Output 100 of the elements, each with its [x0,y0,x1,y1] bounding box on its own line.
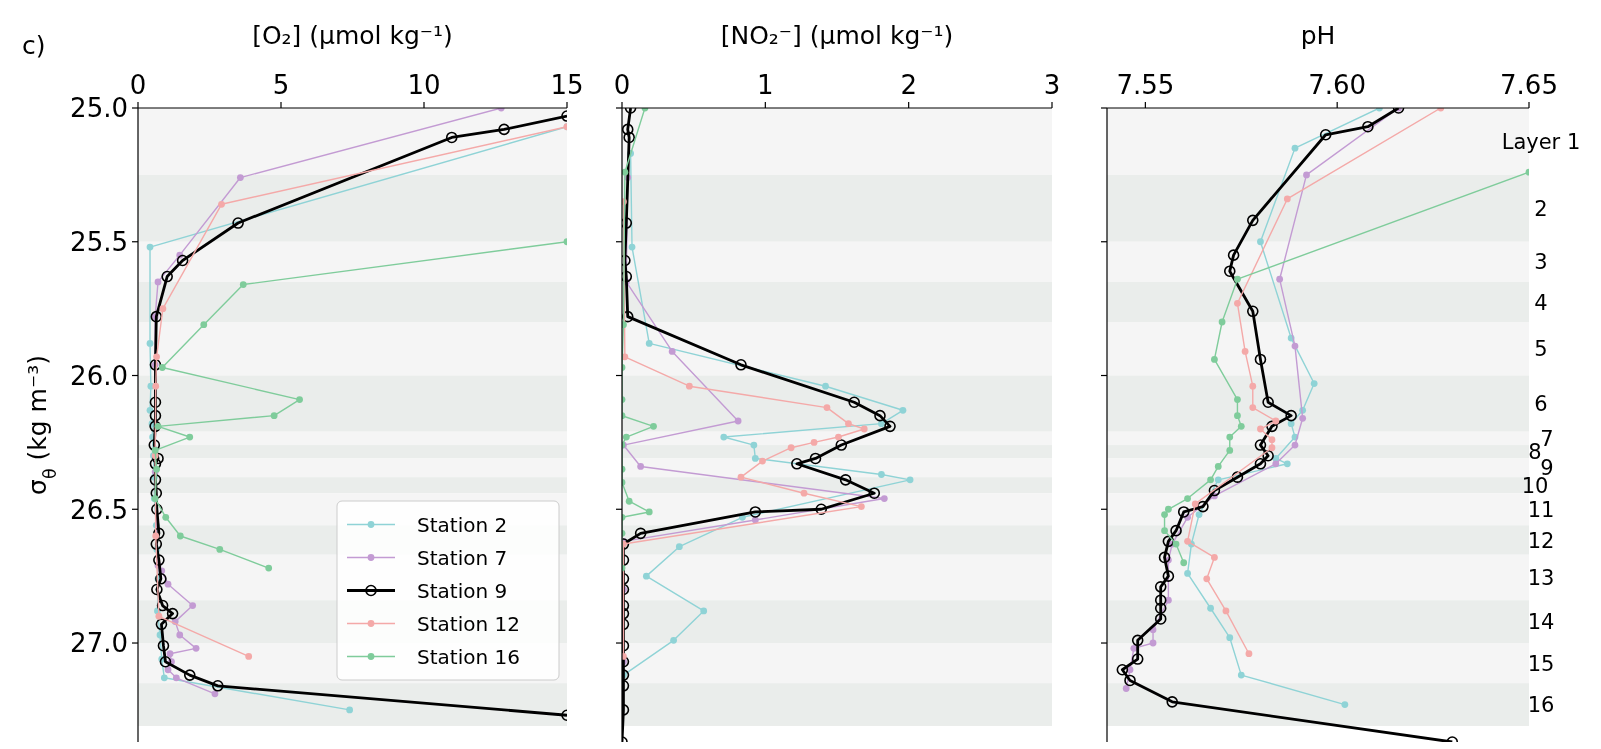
point [151,503,163,516]
point [146,243,154,251]
band-label: 14 [1527,610,1555,635]
point [183,669,196,681]
point [153,554,165,566]
band-label: 4 [1534,290,1548,315]
point [628,243,636,251]
point [622,123,634,136]
point [835,433,842,441]
point [186,433,194,441]
point [622,353,629,361]
x-axis-title: pH [1300,21,1336,50]
point [642,572,650,580]
point [159,655,172,668]
point [750,441,758,449]
point [791,457,803,470]
point [1287,420,1295,428]
y-tick-label: 26.0 [70,360,128,391]
point [1180,559,1188,567]
point [211,690,219,698]
point [160,674,168,682]
point [668,348,676,355]
point [810,438,818,446]
point [1266,420,1278,433]
point [151,583,163,596]
point [150,538,163,550]
point [906,476,914,484]
point [150,487,163,500]
point [1245,650,1253,658]
y-tick-label: 25.0 [70,93,128,124]
point [622,310,634,323]
point [1299,414,1307,422]
point [189,602,197,609]
point [1218,318,1226,326]
point [1241,348,1249,355]
point [164,580,172,588]
point [1254,457,1267,470]
point [1234,412,1241,420]
x-tick-label: 2 [900,70,917,100]
point [874,409,886,422]
point [149,474,162,486]
point [623,131,635,144]
point [634,527,647,540]
point [685,382,693,390]
point [176,254,189,267]
point [822,382,829,390]
point [1161,511,1168,519]
point [1227,249,1240,261]
point [1184,537,1191,545]
point [155,573,167,585]
point [1283,195,1291,203]
point [815,503,828,516]
band-label: 7 [1540,426,1554,451]
band-label: 16 [1527,693,1555,718]
point [236,174,244,181]
point [154,422,162,430]
point [265,564,273,572]
point [176,532,184,540]
legend-label: Station 2 [417,512,508,537]
band-label: 8 [1528,440,1542,465]
point [1195,511,1203,519]
point [622,217,633,229]
point [1172,540,1180,548]
point [1268,436,1276,444]
x-tick-label: 0 [613,70,631,100]
point [1154,602,1167,615]
point [1254,353,1267,366]
point [1116,663,1129,676]
point [809,452,822,465]
point [884,420,896,433]
point [1131,634,1144,647]
band-label: 2 [1534,196,1548,221]
point [159,305,167,313]
point [166,607,179,620]
point [151,447,159,454]
point [1131,653,1144,665]
point [645,340,653,347]
x-tick-label: 7.65 [1500,70,1558,100]
point [154,278,162,286]
band-label: 11 [1527,497,1555,522]
point [1208,484,1221,497]
legend-label: Station 9 [417,578,508,603]
point [670,636,677,644]
x-tick-label: 7.60 [1308,70,1367,100]
point [1197,500,1209,513]
point [166,650,174,658]
band-label: 13 [1527,566,1555,591]
point [675,543,683,551]
x-tick-label: 1 [757,70,774,100]
point [1234,396,1241,403]
point [1222,607,1230,615]
point [146,340,154,347]
point [161,270,173,283]
point [1249,382,1257,390]
point [1341,701,1349,708]
point [839,474,852,486]
point [1164,505,1172,513]
point [1237,671,1245,679]
point [899,406,907,414]
point [1254,439,1267,451]
